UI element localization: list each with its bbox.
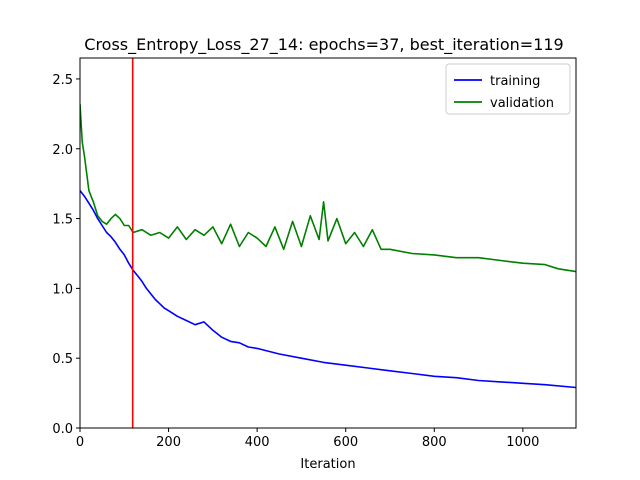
x-axis-label: Iteration [300, 457, 355, 472]
x-tick-label: 200 [156, 435, 181, 450]
x-tick-label: 0 [76, 435, 84, 450]
y-tick-label: 1.0 [52, 282, 73, 297]
plot-area: 0 200 400 600 800 1000 0.0 0.5 1.0 1.5 2.0 2.5 train… [52, 57, 577, 450]
series-line-training [80, 190, 576, 389]
legend-label-training: training [490, 74, 540, 89]
x-tick-label: 600 [333, 435, 358, 450]
x-tick-label: 800 [422, 435, 447, 450]
y-tick-label: 0.5 [52, 352, 73, 367]
x-tick-label: 400 [245, 435, 270, 450]
y-tick-label: 1.5 [52, 213, 73, 228]
y-tick-label: 0.0 [52, 422, 73, 437]
series-line-validation [80, 104, 576, 273]
chart-title: Cross_Entropy_Loss_27_14: epochs=37, bes… [84, 35, 563, 55]
axes-frame [79, 57, 577, 429]
legend-label-validation: validation [490, 96, 554, 111]
x-tick-label: 1000 [506, 435, 539, 450]
y-tick-label: 2.5 [52, 73, 73, 88]
y-tick-label: 2.0 [52, 143, 73, 158]
